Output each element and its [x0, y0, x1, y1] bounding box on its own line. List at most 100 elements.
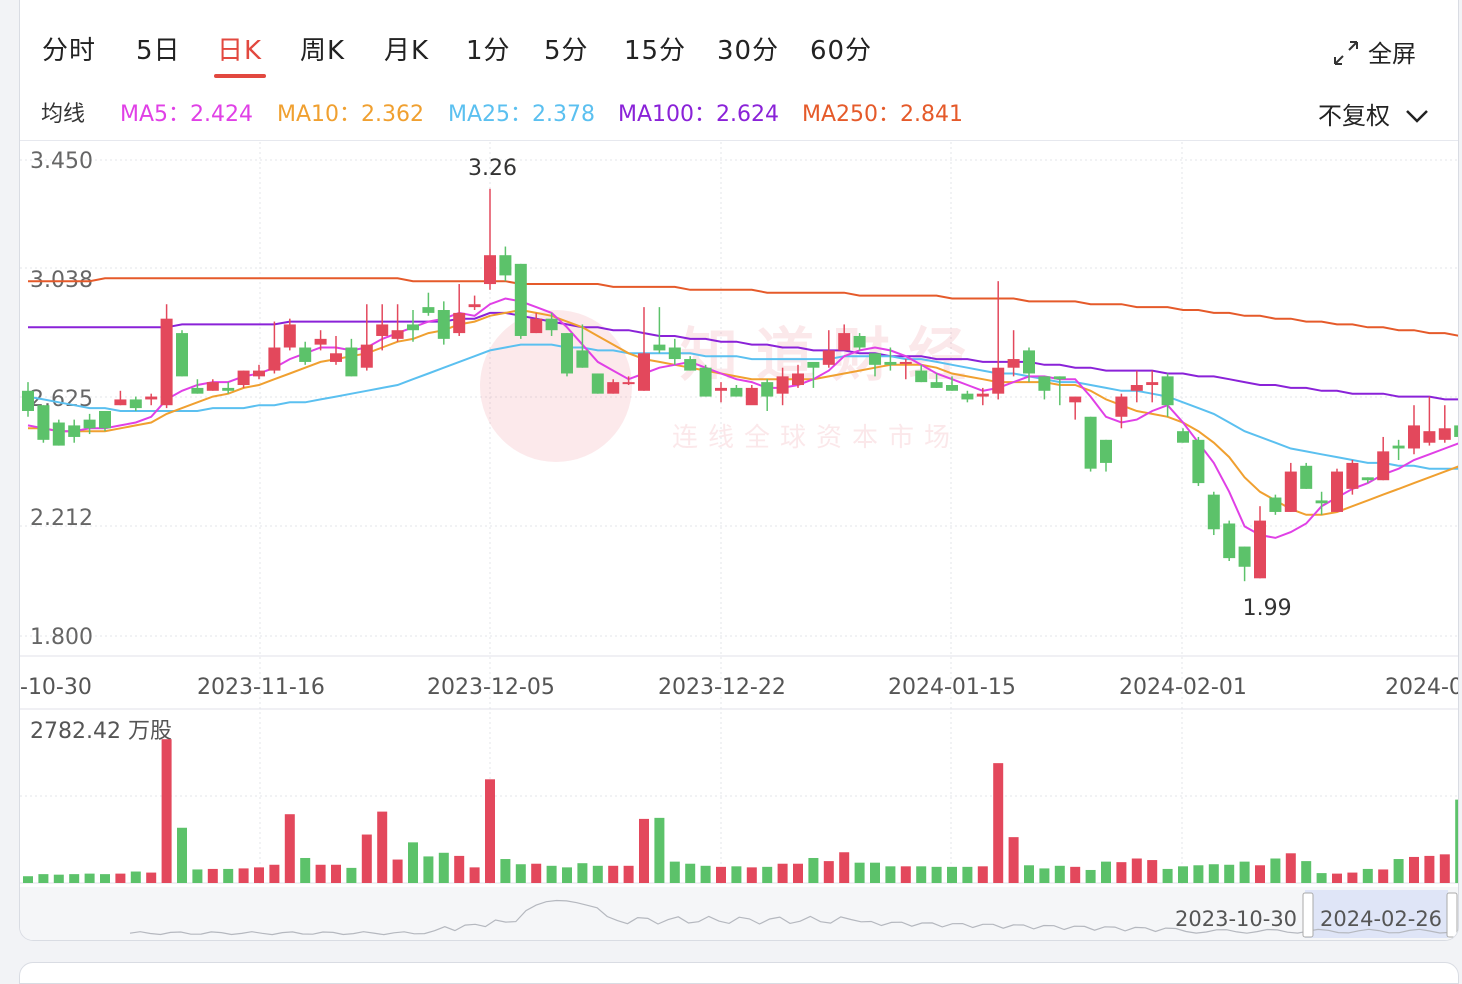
- candle-body: [853, 335, 866, 348]
- candle-body: [1346, 462, 1359, 489]
- tab-monthly-k[interactable]: 月K: [384, 36, 430, 66]
- next-card: [19, 962, 1459, 984]
- volume-bar: [546, 865, 557, 883]
- volume-bar: [685, 863, 696, 883]
- volume-bar: [500, 859, 511, 883]
- candle-body: [561, 333, 573, 374]
- x-tick-label: 2024-01-15: [888, 675, 1016, 700]
- candle-body: [1023, 350, 1035, 374]
- candle-body: [99, 410, 111, 429]
- y-tick-label: 3.450: [30, 149, 93, 174]
- volume-bar: [1054, 865, 1065, 883]
- candle-body: [899, 361, 912, 364]
- volume-bars: [23, 739, 1458, 883]
- volume-bar: [392, 859, 403, 883]
- candle-body: [730, 387, 743, 397]
- volume-bar: [839, 852, 850, 883]
- candle-body: [68, 425, 81, 437]
- candle-body: [360, 344, 373, 368]
- volume-bar: [1378, 869, 1389, 883]
- candle-body: [869, 353, 881, 365]
- candle-body: [407, 324, 419, 331]
- x-tick-label: 2024-02-01: [1119, 675, 1247, 700]
- volume-bar: [1162, 868, 1173, 883]
- candle-body: [884, 361, 897, 365]
- fullscreen-button[interactable]: 全屏: [1332, 34, 1416, 69]
- tab-1min[interactable]: 1分: [466, 36, 511, 66]
- volume-bar: [916, 866, 927, 883]
- candle-body: [946, 385, 958, 391]
- ma10-value: MA10：2.362: [277, 102, 425, 127]
- navigator-left-handle[interactable]: [1302, 892, 1314, 938]
- candle-body: [299, 347, 312, 362]
- volume-bar: [1116, 862, 1127, 883]
- candle-body: [930, 382, 943, 388]
- tab-60min[interactable]: 60分: [810, 36, 873, 66]
- candle-body: [1053, 376, 1066, 380]
- volume-bar: [1270, 858, 1281, 883]
- volume-bar: [161, 739, 172, 883]
- volume-bar: [1316, 873, 1327, 883]
- candle-body: [253, 370, 265, 377]
- volume-bar: [130, 871, 141, 883]
- candle-body: [437, 310, 450, 339]
- candle-body: [915, 370, 928, 383]
- x-axis: -10-30 2023-11-16 2023-12-05 2023-12-22 2024…: [20, 675, 1458, 700]
- volume-bar: [1131, 858, 1142, 883]
- candle-body: [376, 324, 389, 336]
- volume-bar: [947, 866, 957, 883]
- candle-body: [838, 333, 851, 351]
- candle-body: [222, 387, 235, 391]
- candle-body: [1315, 500, 1328, 504]
- tab-daily-k[interactable]: 日K: [217, 36, 263, 66]
- adjust-label: 不复权: [1318, 102, 1390, 130]
- candle-body: [1100, 439, 1112, 463]
- volume-bar: [84, 873, 95, 883]
- candle-body: [1331, 471, 1343, 512]
- volume-bar: [485, 779, 495, 883]
- volume-bar: [1024, 865, 1034, 883]
- candle-body: [1269, 497, 1282, 512]
- candle-body: [1161, 376, 1174, 406]
- period-tabs: 分时 5日 日K 周K 月K 1分 5分 15分 30分 60分 全屏: [20, 0, 1458, 88]
- adjust-dropdown[interactable]: 不复权: [1318, 96, 1430, 131]
- volume-bar: [469, 867, 480, 883]
- navigator-right-handle[interactable]: [1446, 892, 1458, 938]
- volume-bar: [1147, 860, 1158, 883]
- volume-bar: [269, 864, 280, 883]
- volume-bar: [515, 864, 526, 883]
- candle-body: [160, 318, 173, 406]
- watermark-logo: [480, 310, 632, 462]
- candle-body: [638, 353, 650, 391]
- volume-bar: [870, 862, 880, 883]
- volume-max-label: 2782.42 万股: [30, 719, 172, 744]
- volume-bar: [207, 868, 218, 883]
- tab-30min[interactable]: 30分: [717, 36, 780, 66]
- watermark: 知道财经 连线全球资本市场: [480, 310, 966, 462]
- volume-bar: [931, 866, 942, 883]
- volume-bar: [700, 865, 711, 883]
- active-tab-indicator: [214, 74, 266, 78]
- candle-body: [145, 396, 158, 400]
- kline-card: 分时 5日 日K 周K 月K 1分 5分 15分 30分 60分 全屏 均线 M…: [19, 0, 1459, 941]
- tab-weekly-k[interactable]: 周K: [300, 36, 346, 66]
- volume-bar: [562, 867, 572, 883]
- tab-5min[interactable]: 5分: [544, 36, 589, 66]
- candle-body: [992, 367, 1005, 394]
- candle-body: [1207, 494, 1220, 530]
- volume-bar: [1301, 861, 1312, 883]
- volume-bar: [762, 866, 773, 883]
- tab-5day[interactable]: 5日: [136, 36, 181, 66]
- min-price-label: 1.99: [1243, 596, 1292, 621]
- range-navigator[interactable]: 2023-10-30 2024-02-26: [20, 887, 1458, 940]
- candle-body: [499, 255, 512, 276]
- volume-bar: [823, 861, 834, 883]
- candle-body: [1238, 546, 1251, 567]
- volume-bar: [1347, 872, 1358, 883]
- tab-15min[interactable]: 15分: [624, 36, 687, 66]
- tab-timeshare[interactable]: 分时: [42, 36, 97, 66]
- candle-body: [653, 344, 666, 351]
- kline-chart[interactable]: 知道财经 连线全球资本市场 3.4503.0382.6252.2121.800 …: [20, 0, 1458, 940]
- x-tick-label: 2024-0: [1385, 675, 1458, 700]
- volume-bar: [1393, 859, 1404, 883]
